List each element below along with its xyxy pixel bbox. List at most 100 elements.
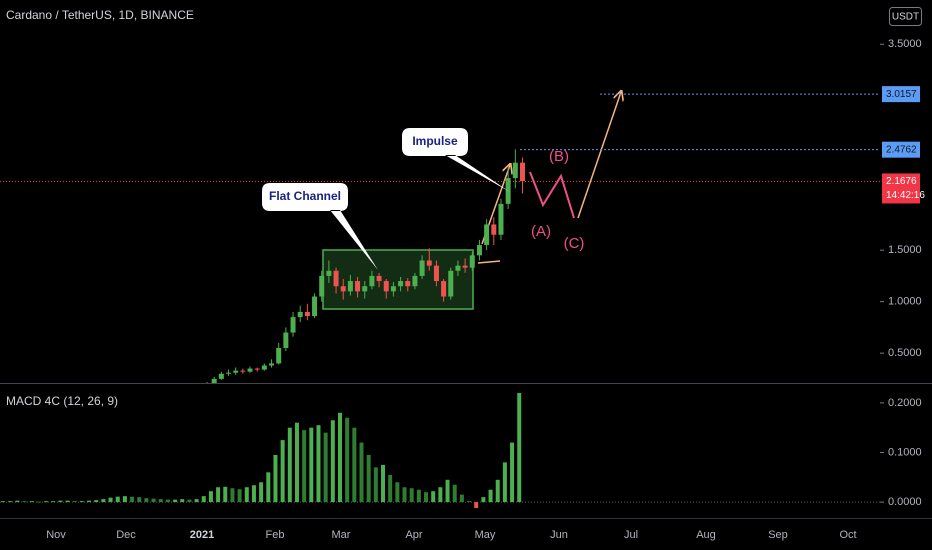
macd-bar (474, 502, 479, 509)
candle-body (355, 281, 361, 292)
macd-bar (287, 427, 292, 503)
candle-body (261, 365, 267, 370)
candle-body (276, 347, 282, 364)
macd-bar (29, 501, 34, 503)
macd-bar (273, 454, 278, 503)
x-tick-label: Sep (768, 529, 788, 541)
macd-bar (373, 467, 378, 503)
wave-label: (A) (531, 223, 551, 240)
countdown-label: 14:42:16 (886, 190, 925, 201)
macd-bar (194, 499, 199, 503)
candle-body (290, 317, 296, 333)
candle-body (297, 311, 303, 318)
candle-body (376, 275, 382, 282)
macd-bar (359, 442, 364, 503)
macd-bar (395, 482, 400, 503)
macd-bar (223, 486, 228, 503)
candle-body (519, 162, 525, 182)
macd-bar (244, 487, 249, 503)
candle-body (398, 281, 404, 287)
macd-bar (36, 501, 41, 503)
candle-body (312, 296, 318, 317)
macd-bar (130, 496, 135, 503)
flat-channel-box (322, 249, 474, 310)
macd-bar (459, 494, 464, 503)
candle-body (476, 245, 482, 256)
macd-bar (165, 499, 170, 503)
macd-bar (502, 462, 507, 503)
annotation: Flat Channel (269, 189, 341, 203)
macd-bar (330, 420, 335, 503)
macd-bar (409, 488, 414, 503)
macd-bar (122, 496, 127, 503)
macd-bar (302, 430, 307, 503)
candle-body (369, 275, 375, 287)
macd-bar (208, 491, 213, 503)
candle-body (304, 311, 310, 317)
macd-bar (201, 496, 206, 503)
macd-bar (115, 496, 120, 503)
macd-title: MACD 4C (12, 26, 9) (6, 394, 118, 408)
macd-bar (402, 487, 407, 503)
macd-bar (438, 487, 443, 503)
currency-box[interactable] (889, 7, 922, 26)
x-tick-label: May (475, 529, 496, 541)
y2-tick-label: 0.1000 (888, 446, 922, 458)
macd-bar (158, 499, 163, 503)
annotation: Impulse (412, 134, 458, 148)
macd-bar (517, 392, 522, 503)
macd-bar (467, 501, 472, 503)
candle-body (433, 265, 439, 282)
candle-body (405, 281, 411, 287)
macd-bar (280, 440, 285, 503)
macd-bar (144, 498, 149, 503)
macd-bar (79, 501, 84, 503)
macd-bar (352, 427, 357, 503)
macd-bar (366, 454, 371, 503)
macd-bar (495, 479, 500, 503)
macd-bar (65, 500, 70, 503)
x-tick-label: Dec (116, 529, 136, 541)
macd-bar (94, 500, 99, 503)
candle-body (448, 270, 454, 297)
macd-bar (251, 485, 256, 503)
candle-body (333, 270, 339, 287)
candle-body (469, 255, 475, 268)
candle-body (211, 378, 217, 383)
macd-bar (101, 499, 106, 503)
x-tick-label: Mar (332, 529, 351, 541)
macd-bar (173, 499, 178, 503)
macd-bar (481, 497, 486, 503)
macd-bar (187, 499, 192, 503)
macd-bar (87, 500, 92, 503)
candle-body (390, 286, 396, 292)
macd-bar (58, 500, 63, 503)
y2-tick-label: 0.2000 (888, 397, 922, 409)
candle-body (269, 363, 275, 366)
macd-bar (388, 474, 393, 503)
macd-bar (259, 482, 264, 503)
macd-bar (316, 425, 321, 503)
x-tick-label: Apr (405, 529, 422, 541)
x-tick-label: Oct (839, 529, 856, 541)
macd-bar (416, 489, 421, 503)
candle-body (383, 281, 389, 292)
candle-body (283, 332, 289, 348)
macd-bar (15, 500, 20, 503)
candle-body (512, 162, 518, 179)
x-tick-label: Feb (266, 529, 285, 541)
macd-bar (108, 497, 113, 503)
flat-channel-callout (262, 183, 378, 270)
x-tick-label: Aug (696, 529, 716, 541)
level-tag (882, 141, 920, 158)
y-tick-label: 3.5000 (888, 38, 922, 50)
candle-body (340, 286, 346, 292)
macd-bar (230, 488, 235, 503)
macd-bar (44, 501, 49, 503)
candle-body (441, 281, 447, 297)
y2-tick-label: 0.0000 (888, 496, 922, 508)
candle-body (462, 265, 468, 268)
orange-stroke (477, 260, 501, 264)
